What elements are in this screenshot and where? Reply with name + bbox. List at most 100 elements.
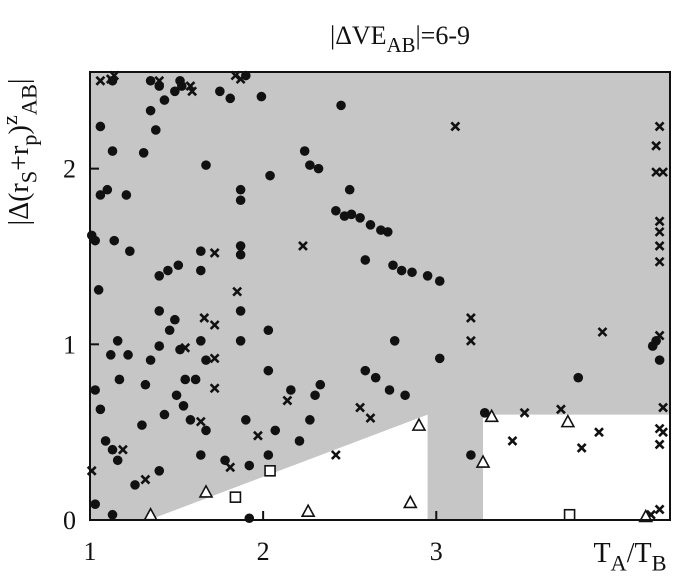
circle-point	[294, 436, 305, 446]
circle-point	[244, 460, 255, 471]
triangle-point	[484, 408, 500, 423]
y-label: |Δ(rS+rp)zAB|	[0, 78, 41, 225]
x-label-part: /T	[627, 538, 652, 569]
circle-point	[201, 355, 211, 365]
triangle-point	[411, 417, 427, 431]
circle-point	[235, 184, 246, 195]
circle-point	[112, 336, 123, 346]
circle-point	[196, 450, 206, 460]
cross-point	[465, 335, 476, 346]
circle-point	[215, 86, 225, 97]
cross-point	[507, 436, 518, 446]
circle-point	[90, 499, 100, 509]
square-point	[264, 465, 276, 477]
cross-point	[365, 413, 376, 424]
circle-point	[360, 365, 371, 376]
circle-point	[154, 306, 165, 316]
cross-point	[298, 241, 308, 251]
circle-point	[315, 379, 326, 390]
x-label-part: A	[611, 550, 627, 575]
circle-point	[164, 325, 175, 336]
circle-point	[270, 425, 281, 436]
circle-point	[286, 385, 296, 395]
y-label-part: )	[4, 125, 35, 134]
y-tick-label: 1	[63, 330, 76, 359]
cross-point	[654, 241, 665, 251]
circle-point	[654, 355, 665, 365]
cross-point	[597, 327, 608, 337]
circle-point	[244, 513, 255, 524]
circle-point	[159, 95, 170, 105]
cross-point	[282, 395, 293, 406]
cross-point	[651, 140, 662, 151]
cross-point	[195, 416, 206, 427]
triangle-point	[560, 413, 576, 428]
circle-point	[400, 390, 410, 401]
circle-point	[370, 372, 381, 383]
circle-point	[396, 265, 407, 276]
cross-point	[654, 330, 665, 341]
circle-point	[434, 276, 445, 286]
circle-point	[109, 235, 120, 246]
x-tick-label: 1	[84, 537, 97, 566]
circle-point	[95, 121, 106, 132]
circle-point	[196, 336, 206, 346]
cross-point	[556, 404, 566, 415]
title-part: AB	[387, 34, 416, 57]
circle-point	[382, 227, 393, 237]
circle-point	[90, 235, 100, 246]
circle-point	[310, 390, 320, 401]
circle-point	[196, 265, 206, 276]
circle-point	[196, 246, 206, 256]
circle-point	[313, 163, 324, 174]
cross-point	[658, 402, 668, 413]
triangle-point	[198, 484, 214, 498]
cross-point	[209, 383, 220, 394]
circle-point	[235, 306, 246, 316]
circle-point	[107, 444, 118, 455]
circle-point	[140, 379, 151, 390]
square-point	[563, 508, 576, 521]
circle-point	[389, 336, 400, 346]
circle-point	[346, 209, 357, 220]
circle-point	[344, 184, 355, 195]
y-label-part: S	[16, 171, 41, 183]
circle-point	[145, 75, 156, 86]
circle-point	[407, 267, 417, 278]
cross-point	[180, 342, 191, 353]
cross-point	[209, 320, 220, 330]
cross-point	[355, 402, 366, 413]
circle-point	[305, 160, 315, 170]
triangle-point	[638, 508, 654, 523]
circle-point	[121, 190, 132, 200]
circle-point	[263, 450, 274, 460]
circle-point	[331, 205, 341, 216]
circle-point	[256, 91, 267, 102]
circle-point	[90, 385, 100, 395]
x-tick-label: 3	[430, 537, 443, 566]
circle-point	[171, 390, 182, 401]
cross-point	[654, 256, 665, 267]
cross-point	[209, 248, 220, 258]
circle-point	[137, 420, 147, 430]
circle-point	[185, 415, 196, 425]
circle-point	[225, 93, 236, 104]
cross-point	[519, 407, 530, 418]
circle-point	[138, 148, 149, 158]
y-label-part: p	[16, 134, 41, 145]
cross-point	[209, 353, 220, 364]
circle-point	[100, 436, 111, 446]
cross-point	[154, 75, 165, 86]
circle-point	[180, 374, 191, 385]
cross-point	[232, 286, 243, 297]
circle-point	[112, 455, 123, 466]
circle-point	[355, 213, 365, 223]
circle-point	[201, 160, 211, 170]
circle-point	[123, 350, 133, 360]
circle-point	[235, 249, 246, 260]
circle-point	[107, 509, 118, 520]
cross-point	[225, 462, 236, 473]
title-part: |ΔVE	[330, 21, 387, 50]
y-label-part: |Δ(r	[4, 183, 35, 226]
